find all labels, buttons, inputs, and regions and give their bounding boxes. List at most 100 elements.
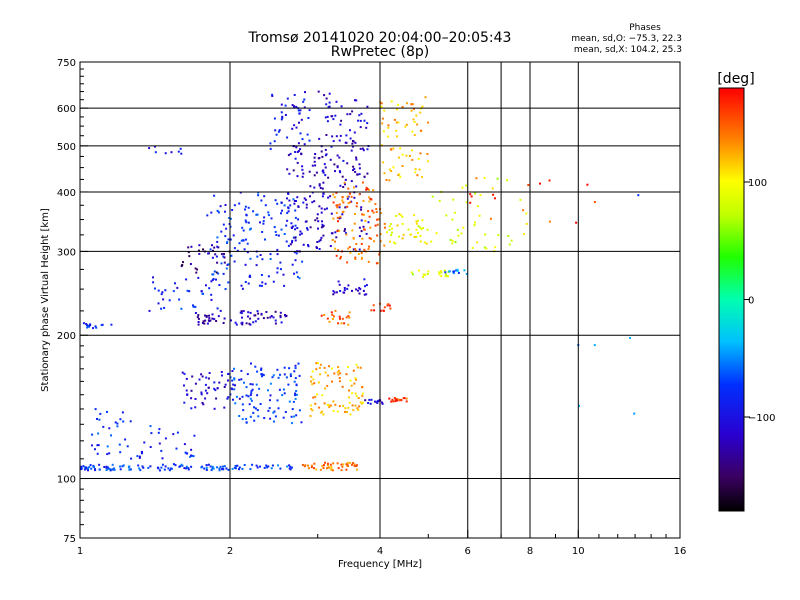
data-point — [337, 369, 340, 372]
data-point — [363, 119, 366, 122]
data-point — [367, 221, 370, 224]
data-point — [313, 160, 316, 163]
data-point — [191, 375, 194, 378]
data-point — [358, 167, 361, 170]
data-point — [337, 322, 340, 325]
data-point — [417, 225, 420, 228]
data-point — [230, 254, 233, 257]
data-point — [337, 373, 340, 376]
data-point — [355, 468, 358, 471]
data-point — [172, 433, 175, 436]
data-point — [202, 403, 205, 406]
data-point — [419, 234, 422, 237]
data-point — [326, 404, 329, 406]
data-point — [328, 466, 330, 469]
data-point — [366, 172, 369, 175]
data-point — [319, 363, 322, 366]
data-point — [172, 290, 175, 293]
data-point — [353, 465, 356, 468]
data-point — [182, 261, 184, 264]
y-axis-ticks: 75 100 200 300 400 500 600 750 — [57, 58, 88, 545]
data-point — [401, 165, 404, 167]
data-point — [402, 233, 405, 236]
data-point — [293, 272, 295, 275]
data-point — [365, 232, 368, 235]
data-point — [332, 140, 335, 143]
data-point — [83, 466, 86, 469]
data-point — [280, 103, 283, 106]
data-point — [358, 235, 361, 238]
data-point — [401, 106, 404, 108]
data-point — [388, 304, 391, 307]
data-point — [326, 120, 329, 123]
data-point — [278, 129, 281, 132]
data-point — [349, 413, 352, 416]
data-point — [411, 149, 414, 152]
data-point — [332, 193, 335, 196]
data-point — [194, 398, 197, 400]
data-point — [352, 169, 354, 172]
data-point — [353, 222, 356, 225]
data-point — [471, 246, 474, 249]
data-point — [353, 186, 355, 189]
data-point — [452, 198, 455, 201]
data-point — [346, 205, 349, 208]
data-point — [274, 319, 277, 322]
data-point — [339, 317, 341, 320]
data-point — [256, 394, 259, 397]
data-point — [463, 269, 466, 272]
data-point — [365, 126, 368, 129]
data-point — [209, 319, 212, 322]
data-point — [336, 204, 339, 207]
data-point — [177, 150, 180, 153]
data-point — [235, 323, 238, 326]
data-point — [288, 172, 291, 175]
data-point — [90, 467, 93, 470]
data-point — [470, 195, 473, 198]
data-point — [313, 382, 316, 385]
data-point — [213, 246, 216, 249]
data-point — [331, 232, 334, 235]
data-point — [346, 261, 349, 264]
data-point — [411, 103, 414, 106]
data-point — [188, 255, 191, 258]
data-point — [293, 124, 296, 127]
data-point — [321, 394, 324, 397]
data-point — [272, 280, 275, 283]
data-point — [261, 281, 264, 284]
data-point — [341, 317, 344, 320]
data-point — [160, 466, 163, 469]
data-point — [307, 245, 310, 248]
data-point — [212, 467, 215, 470]
data-point — [322, 169, 325, 172]
data-point — [161, 463, 164, 466]
data-point — [347, 202, 350, 205]
data-point — [298, 374, 301, 377]
data-point — [372, 189, 375, 192]
data-point — [299, 230, 302, 233]
data-point — [357, 408, 360, 411]
data-point — [157, 431, 160, 434]
data-point — [313, 462, 316, 465]
data-point — [332, 409, 335, 412]
data-point — [243, 464, 246, 466]
data-point — [343, 322, 346, 325]
data-point — [396, 224, 399, 227]
x-tick-label: 2 — [227, 546, 233, 557]
data-point — [296, 175, 299, 178]
data-points — [80, 90, 640, 472]
data-point — [418, 168, 421, 171]
data-point — [232, 398, 234, 401]
data-point — [205, 464, 208, 467]
data-point — [426, 153, 429, 155]
data-point — [161, 291, 164, 294]
data-point — [396, 135, 399, 138]
data-point — [222, 465, 224, 468]
data-point — [522, 209, 525, 212]
data-point — [227, 238, 230, 241]
data-point — [291, 127, 294, 130]
data-point — [320, 207, 323, 210]
data-point — [283, 392, 286, 395]
data-point — [354, 404, 357, 407]
data-point — [318, 137, 321, 140]
